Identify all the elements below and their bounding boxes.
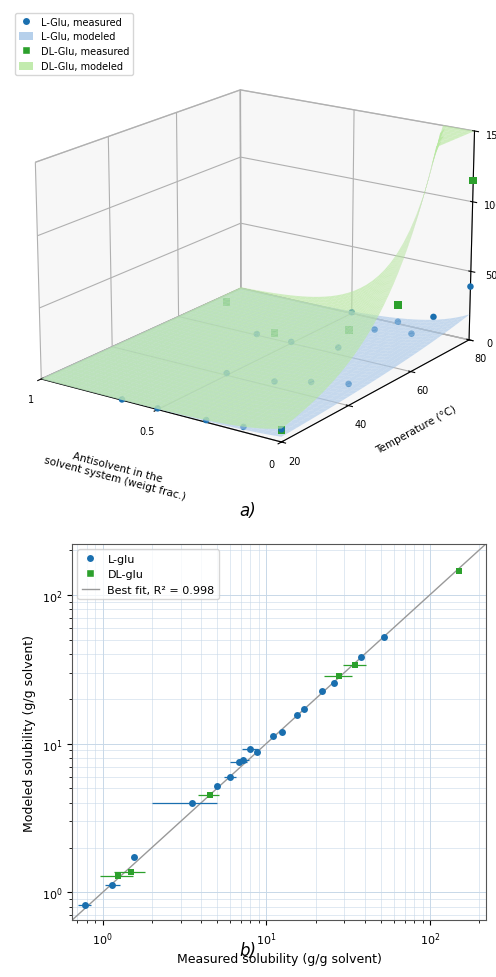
Y-axis label: Temperature (°C): Temperature (°C) [375, 404, 458, 455]
Legend: L-glu, DL-glu, Best fit, R² = 0.998: L-glu, DL-glu, Best fit, R² = 0.998 [77, 550, 219, 600]
Text: a): a) [240, 502, 256, 520]
X-axis label: Measured solubility (g/g solvent): Measured solubility (g/g solvent) [177, 953, 381, 965]
Y-axis label: Modeled solubility (g/g solvent): Modeled solubility (g/g solvent) [23, 634, 36, 830]
X-axis label: Antisolvent in the
solvent system (weigt frac.): Antisolvent in the solvent system (weigt… [43, 445, 189, 502]
Legend: L-Glu, measured, L-Glu, modeled, DL-Glu, measured, DL-Glu, modeled: L-Glu, measured, L-Glu, modeled, DL-Glu,… [15, 14, 133, 76]
Text: b): b) [240, 942, 256, 959]
